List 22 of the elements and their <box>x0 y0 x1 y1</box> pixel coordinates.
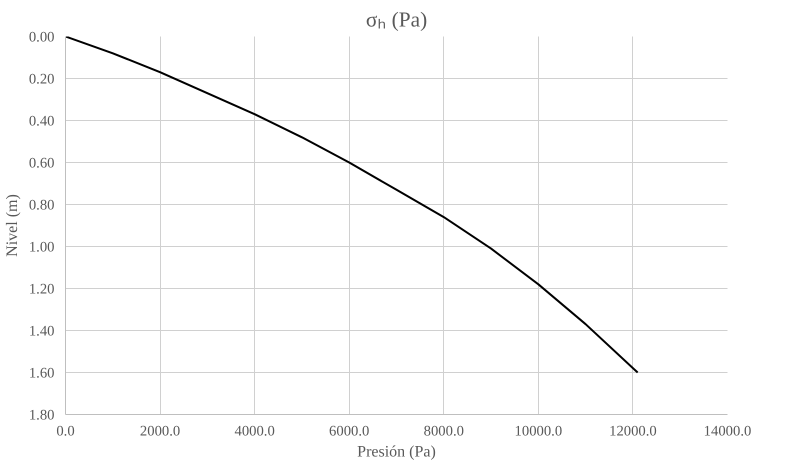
y-tick-label: 1.20 <box>28 282 55 298</box>
x-tick-label: 0.0 <box>56 424 75 440</box>
line-series <box>66 36 639 374</box>
y-tick-label: 0.40 <box>28 114 55 130</box>
y-tick-label: 0.80 <box>28 198 55 214</box>
x-tick-label: 4000.0 <box>234 424 275 440</box>
y-tick-label: 1.00 <box>28 240 55 256</box>
y-tick-label: 1.60 <box>28 366 55 382</box>
chart-title: σₕ (Pa) <box>366 8 428 32</box>
y-tick-label: 1.40 <box>28 324 55 340</box>
x-tick-label: 2000.0 <box>140 424 180 440</box>
y-axis-title: Nivel (m) <box>4 194 21 257</box>
y-tick-label: 0.60 <box>28 156 55 172</box>
x-axis-title: Presión (Pa) <box>357 444 436 460</box>
x-tick-label: 14000.0 <box>704 424 752 440</box>
x-tick-label: 12000.0 <box>609 424 657 440</box>
x-tick-label: 6000.0 <box>329 424 370 440</box>
x-tick-label: 10000.0 <box>514 424 562 440</box>
y-tick-label: 0.00 <box>28 30 55 46</box>
x-tick-label: 8000.0 <box>424 424 464 440</box>
y-tick-label: 0.20 <box>28 72 55 88</box>
y-tick-label: 1.80 <box>28 408 55 424</box>
